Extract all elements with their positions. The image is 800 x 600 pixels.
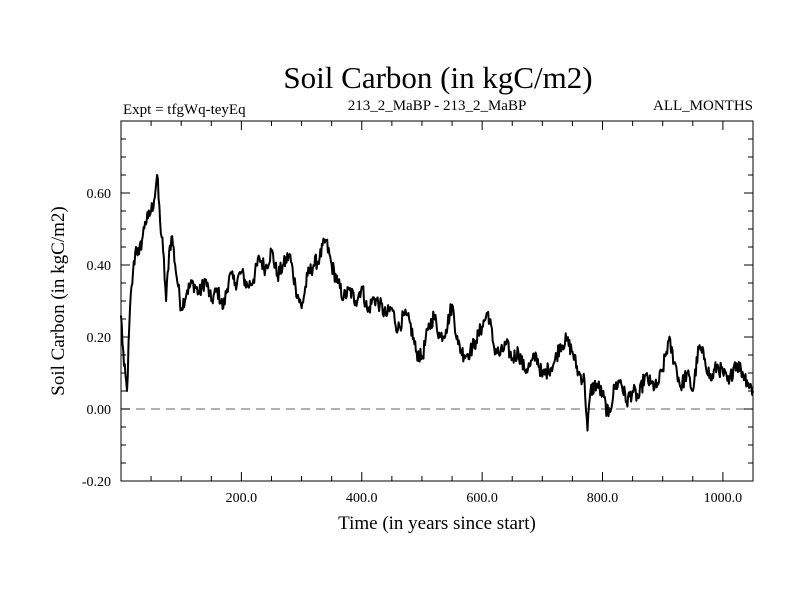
x-tick-label: 1000.0	[704, 491, 743, 506]
plot-frame	[120, 120, 754, 482]
chart-title: Soil Carbon (in kgC/m2)	[283, 60, 592, 95]
months-label: ALL_MONTHS	[653, 98, 753, 114]
y-tick-label: -0.20	[82, 475, 111, 490]
x-tick-label: 200.0	[226, 491, 258, 506]
y-tick-label: 0.00	[87, 403, 112, 418]
soil-carbon-series-line	[120, 174, 754, 432]
axis-ticks	[121, 121, 753, 481]
y-axis-label: Soil Carbon (in kgC/m2)	[48, 206, 69, 395]
y-tick-label: 0.20	[87, 331, 112, 346]
x-tick-label: 600.0	[466, 491, 498, 506]
y-tick-label: 0.40	[87, 259, 112, 274]
x-axis-label: Time (in years since start)	[338, 513, 536, 534]
experiment-label: Expt = tfgWq-teyEq	[123, 102, 246, 118]
x-tick-label: 400.0	[346, 491, 378, 506]
period-label: 213_2_MaBP - 213_2_MaBP	[348, 98, 527, 114]
x-tick-label: 800.0	[587, 491, 619, 506]
tick-labels: 200.0 400.0 600.0 800.0 1000.0 -0.20 0.00 0.20 0…	[82, 187, 742, 506]
y-tick-label: 0.60	[87, 187, 112, 202]
